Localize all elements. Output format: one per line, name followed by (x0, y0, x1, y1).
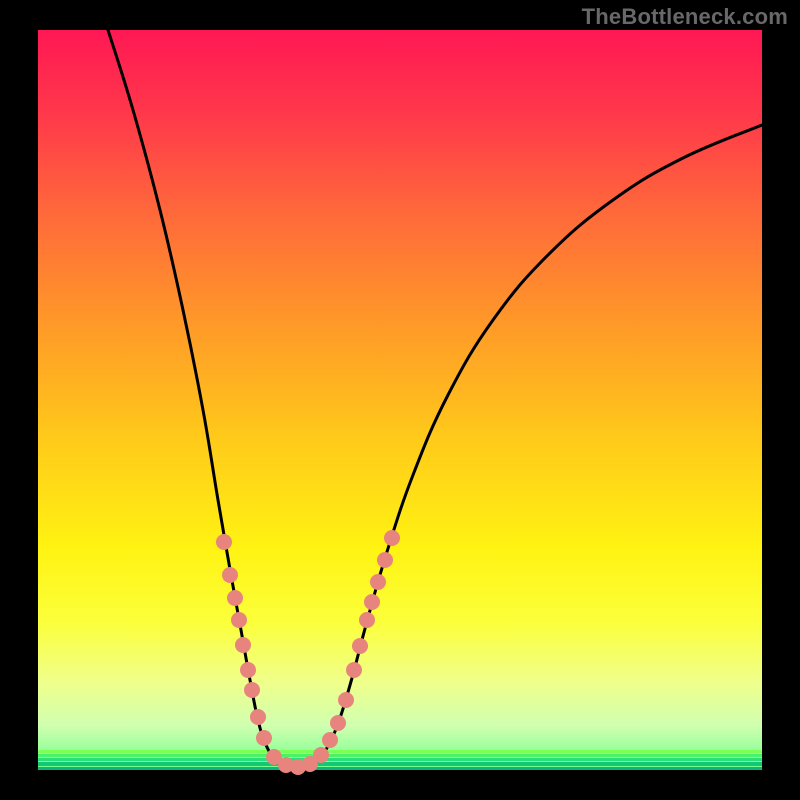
plot-area (38, 30, 762, 770)
data-point-marker (222, 567, 238, 583)
data-point-marker (359, 612, 375, 628)
chart-container: TheBottleneck.com (0, 0, 800, 800)
data-point-marker (313, 747, 329, 763)
data-point-marker (322, 732, 338, 748)
data-point-marker (338, 692, 354, 708)
data-point-marker (235, 637, 251, 653)
data-point-marker (377, 552, 393, 568)
data-point-marker (384, 530, 400, 546)
data-point-marker (250, 709, 266, 725)
watermark-label: TheBottleneck.com (582, 4, 788, 30)
data-point-marker (231, 612, 247, 628)
bottleneck-curve (108, 30, 762, 768)
data-point-marker (216, 534, 232, 550)
data-point-marker (240, 662, 256, 678)
data-point-marker (244, 682, 260, 698)
data-point-marker (370, 574, 386, 590)
data-point-marker (346, 662, 362, 678)
data-point-marker (330, 715, 346, 731)
data-point-marker (364, 594, 380, 610)
data-point-marker (352, 638, 368, 654)
bottleneck-curve-svg (38, 30, 762, 770)
data-point-marker (227, 590, 243, 606)
data-point-marker (256, 730, 272, 746)
